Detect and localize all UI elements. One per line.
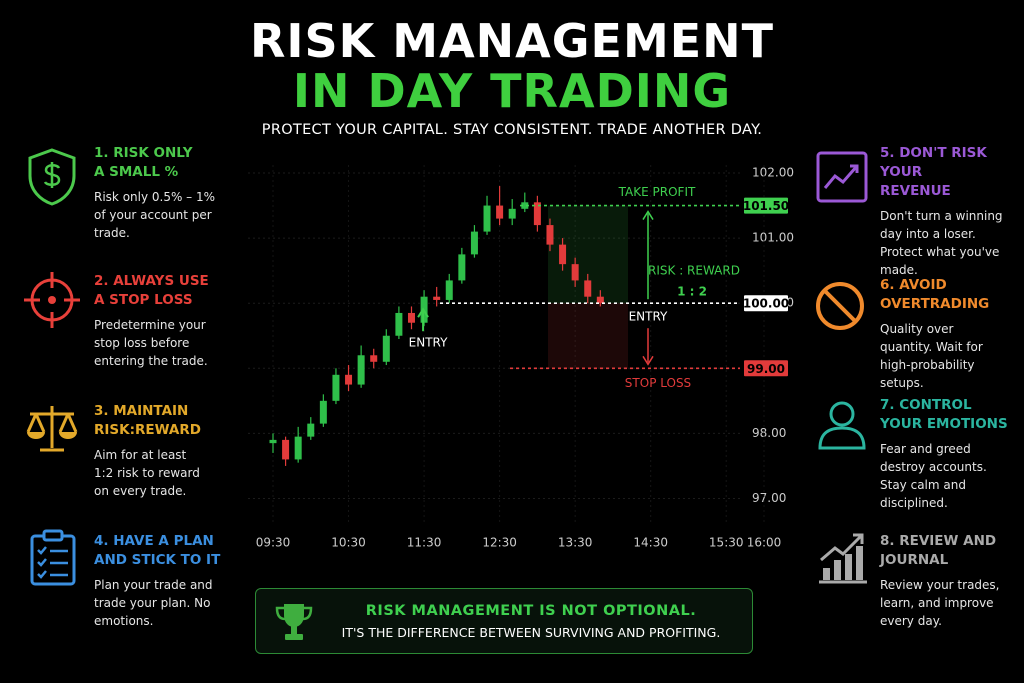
candle-body bbox=[533, 202, 541, 226]
tip-title: 1. RISK ONLY A SMALL % bbox=[94, 145, 193, 180]
candle-body bbox=[357, 355, 365, 385]
risk-zone bbox=[548, 303, 628, 369]
price-box bbox=[744, 295, 788, 312]
tip: 4. HAVE A PLAN AND STICK TO IT Plan your… bbox=[94, 532, 222, 630]
subtitle: PROTECT YOUR CAPITAL. STAY CONSISTENT. T… bbox=[261, 122, 763, 138]
price-label: 100.00 bbox=[743, 297, 789, 311]
tip-body: Don't turn a winning day into a loser. P… bbox=[880, 209, 1003, 277]
ratio-value: 1 : 2 bbox=[677, 285, 707, 299]
candle-body bbox=[596, 296, 604, 304]
tip-body: Plan your trade and trade your plan. No … bbox=[94, 578, 213, 628]
tip-title: 6. AVOID OVERTRADING bbox=[880, 277, 990, 312]
person-icon bbox=[818, 401, 866, 450]
tip: 5. DON'T RISK YOUR REVENUE Don't turn a … bbox=[880, 144, 1008, 279]
y-tick-label: 102.00 bbox=[752, 166, 794, 180]
candle-body bbox=[521, 202, 529, 209]
x-tick-label: 15:30 bbox=[709, 536, 744, 550]
ratio-label: RISK : REWARD bbox=[648, 264, 740, 278]
prohibit-icon bbox=[816, 282, 864, 330]
shield-icon bbox=[28, 148, 76, 206]
candle-body bbox=[559, 244, 567, 265]
price-label: 99.00 bbox=[747, 362, 785, 376]
candle-body bbox=[319, 400, 327, 424]
tip-body: Quality over quantity. Wait for high-pro… bbox=[880, 322, 983, 390]
candle-body bbox=[508, 208, 516, 219]
title: IN DAY TRADING bbox=[292, 64, 732, 118]
candle-body bbox=[307, 423, 315, 437]
tip-title: 5. DON'T RISK YOUR REVENUE bbox=[880, 145, 987, 199]
candle-body bbox=[370, 355, 378, 362]
footer-box: RISK MANAGEMENT IS NOT OPTIONAL. IT'S TH… bbox=[255, 588, 753, 654]
growth-icon bbox=[819, 533, 867, 584]
tip-title: 4. HAVE A PLAN AND STICK TO IT bbox=[94, 533, 221, 568]
tip-body: Risk only 0.5% – 1% of your account per … bbox=[94, 190, 216, 240]
arrow-head bbox=[642, 210, 654, 220]
candle-body bbox=[496, 205, 504, 219]
price-box bbox=[744, 197, 788, 214]
x-tick-label: 09:30 bbox=[256, 536, 291, 550]
candle-body bbox=[294, 436, 302, 460]
candle-body bbox=[445, 280, 453, 300]
candle-body bbox=[571, 264, 579, 281]
footer-headline: RISK MANAGEMENT IS NOT OPTIONAL. bbox=[365, 603, 697, 619]
tip-title: 7. CONTROL YOUR EMOTIONS bbox=[880, 397, 1008, 432]
tip: 6. AVOID OVERTRADING Quality over quanti… bbox=[880, 276, 1008, 392]
scale-icon bbox=[26, 406, 78, 452]
tip-title: 3. MAINTAIN RISK:REWARD bbox=[94, 403, 201, 438]
price-label: 101.50 bbox=[743, 199, 789, 213]
candle-body bbox=[433, 296, 441, 300]
tip: 8. REVIEW AND JOURNAL Review your trades… bbox=[880, 532, 1008, 630]
y-tick-label: 98.00 bbox=[752, 426, 786, 440]
candle-body bbox=[332, 374, 340, 401]
y-tick-label: 101.00 bbox=[752, 231, 794, 245]
candle-body bbox=[458, 254, 466, 281]
level-label: TAKE PROFIT bbox=[618, 185, 696, 199]
trophy-icon bbox=[275, 604, 313, 640]
price-box bbox=[744, 360, 788, 377]
candle-body bbox=[546, 225, 554, 245]
x-tick-label: 12:30 bbox=[482, 536, 517, 550]
tip: 3. MAINTAIN RISK:REWARD Aim for at least… bbox=[94, 402, 222, 500]
level-label: STOP LOSS bbox=[625, 376, 691, 390]
tip: 7. CONTROL YOUR EMOTIONS Fear and greed … bbox=[880, 396, 1008, 512]
x-tick-label: 14:30 bbox=[633, 536, 668, 550]
tip-title: 2. ALWAYS USE A STOP LOSS bbox=[94, 273, 209, 308]
level-label: ENTRY bbox=[629, 310, 668, 324]
candle-body bbox=[470, 231, 478, 255]
checklist-icon bbox=[30, 529, 76, 586]
candle-body bbox=[282, 439, 290, 460]
tip-title: 8. REVIEW AND JOURNAL bbox=[880, 533, 997, 568]
crosshair-icon bbox=[24, 272, 80, 328]
tip-body: Fear and greed destroy accounts. Stay ca… bbox=[880, 442, 987, 510]
x-tick-label: 13:30 bbox=[558, 536, 593, 550]
tip: 2. ALWAYS USE A STOP LOSS Predetermine y… bbox=[94, 272, 222, 370]
tip-body: Aim for at least 1:2 risk to reward on e… bbox=[94, 448, 200, 498]
tip: 1. RISK ONLY A SMALL % Risk only 0.5% – … bbox=[94, 144, 222, 242]
chart-icon bbox=[816, 151, 868, 203]
arrow-head bbox=[642, 355, 654, 366]
tip-body: Predetermine your stop loss before enter… bbox=[94, 318, 208, 368]
candle-body bbox=[407, 312, 415, 323]
entry-label: ENTRY bbox=[409, 336, 448, 350]
x-tick-label: 16:00 bbox=[747, 536, 782, 550]
y-tick-label: 97.00 bbox=[752, 491, 786, 505]
candle-body bbox=[269, 439, 277, 444]
title: RISK MANAGEMENT bbox=[249, 14, 775, 68]
candle-body bbox=[584, 280, 592, 297]
candle-body bbox=[345, 374, 353, 385]
candle-body bbox=[395, 312, 403, 336]
tip-body: Review your trades, learn, and improve e… bbox=[880, 578, 1000, 628]
x-tick-label: 11:30 bbox=[407, 536, 442, 550]
candle-body bbox=[483, 205, 491, 232]
candle-body bbox=[382, 335, 390, 362]
arrow-head bbox=[417, 307, 429, 318]
x-tick-label: 10:30 bbox=[331, 536, 366, 550]
footer-text: IT'S THE DIFFERENCE BETWEEN SURVIVING AN… bbox=[341, 625, 721, 640]
